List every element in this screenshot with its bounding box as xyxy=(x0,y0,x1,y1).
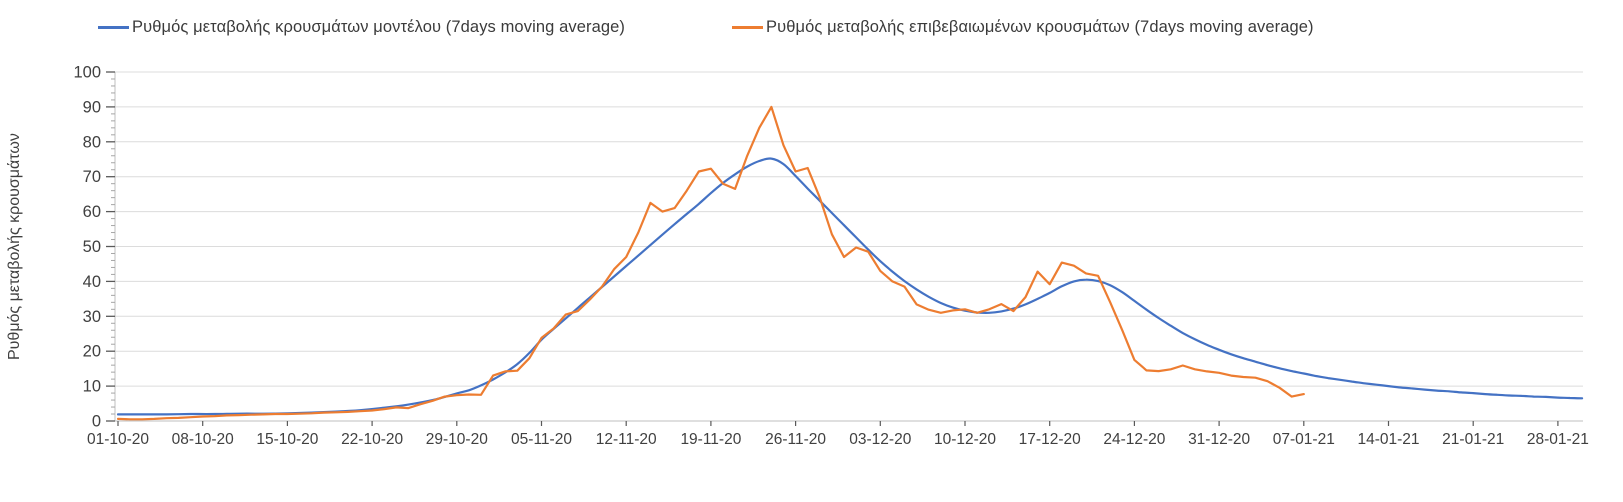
legend: Ρυθμός μεταβολής κρουσμάτων μοντέλου (7d… xyxy=(98,18,1314,37)
y-tick-label: 60 xyxy=(83,203,101,221)
confirmed-series-line xyxy=(116,105,1305,421)
x-tick-label: 01-10-20 xyxy=(87,431,149,448)
y-tick-label: 20 xyxy=(83,343,101,361)
y-tick-label: 70 xyxy=(83,168,101,186)
x-tick-label: 24-12-20 xyxy=(1103,431,1165,448)
y-tick-label: 100 xyxy=(73,64,101,82)
y-tick-label: 40 xyxy=(83,273,101,291)
x-tick-label: 29-10-20 xyxy=(426,431,488,448)
x-tick-label: 14-01-21 xyxy=(1357,431,1419,448)
x-tick-label: 15-10-20 xyxy=(256,431,318,448)
model-series-line xyxy=(116,157,1584,416)
x-tick-label: 21-01-21 xyxy=(1442,431,1504,448)
x-tick-label: 19-11-20 xyxy=(680,431,741,448)
legend-label-confirmed: Ρυθμός μεταβολής επιβεβαιωμένων κρουσμάτ… xyxy=(766,18,1314,36)
y-tick-label: 0 xyxy=(92,413,101,431)
x-tick-label: 10-12-20 xyxy=(934,431,996,448)
y-tick-label: 90 xyxy=(83,98,101,116)
x-tick-label: 31-12-20 xyxy=(1188,431,1250,448)
model-series-line-swatch xyxy=(98,26,129,29)
x-tick-label: 12-11-20 xyxy=(596,431,657,448)
y-tick-label: 50 xyxy=(83,238,101,256)
x-tick-label: 05-11-20 xyxy=(511,431,572,448)
confirmed-series-line-swatch xyxy=(732,26,763,29)
x-tick-label: 22-10-20 xyxy=(341,431,403,448)
legend-label-model: Ρυθμός μεταβολής κρουσμάτων μοντέλου (7d… xyxy=(132,18,625,36)
x-tick-label: 03-12-20 xyxy=(849,431,911,448)
legend-item-model: Ρυθμός μεταβολής κρουσμάτων μοντέλου (7d… xyxy=(98,18,625,37)
x-tick-label: 17-12-20 xyxy=(1019,431,1081,448)
x-tick-label: 08-10-20 xyxy=(172,431,234,448)
x-tick-label: 28-01-21 xyxy=(1527,431,1589,448)
y-tick-label: 80 xyxy=(83,133,101,151)
x-tick-label: 26-11-20 xyxy=(765,431,826,448)
legend-item-confirmed: Ρυθμός μεταβολής επιβεβαιωμένων κρουσμάτ… xyxy=(732,18,1314,37)
y-tick-label: 10 xyxy=(83,378,101,396)
y-tick-label: 30 xyxy=(83,308,101,326)
x-tick-label: 07-01-21 xyxy=(1273,431,1335,448)
